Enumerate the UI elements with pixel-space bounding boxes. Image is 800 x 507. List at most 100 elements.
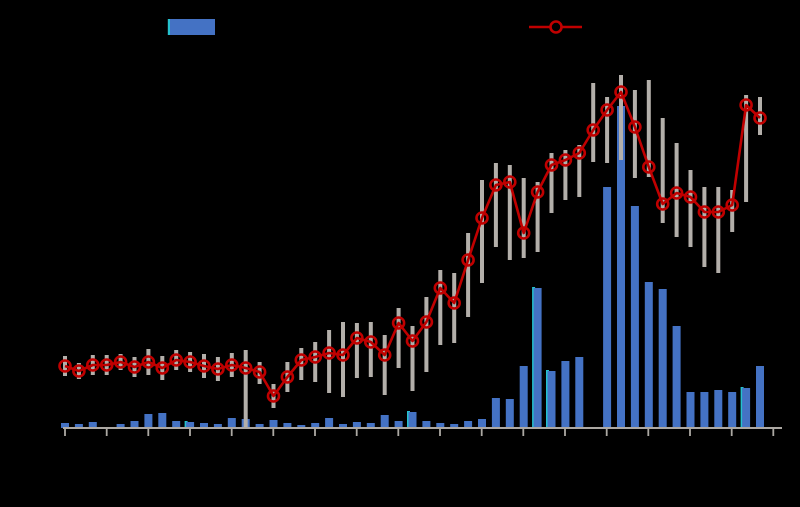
legend-group [167,19,582,35]
bar [88,422,97,428]
error-bar [744,95,749,202]
bar [436,423,445,428]
line-marker [489,178,503,192]
x-axis-tick [230,428,233,436]
line-marker [572,146,587,160]
line-marker [447,296,462,310]
line-marker [169,353,183,367]
bar [450,424,459,428]
bar [366,423,375,428]
bar [756,366,764,428]
line-marker [294,353,309,367]
bar [213,424,222,428]
legend-line-marker [549,20,563,34]
bar [561,361,570,428]
bar [491,398,500,428]
x-axis-tick [564,428,566,436]
x-axis-tick [647,428,650,436]
x-axis-tick [397,428,400,436]
error-bar [563,150,568,200]
error-bar [466,233,471,317]
line-marker [530,185,545,199]
line-marker [280,370,295,384]
line-marker [739,98,753,112]
line-marker [58,359,72,373]
bar [742,388,751,428]
x-axis-tick [147,428,150,436]
x-axis-tick [189,428,191,436]
line-marker [183,355,197,369]
line-marker [669,186,684,200]
x-axis-group [63,427,782,436]
line-marker [711,205,726,219]
line-marker [753,111,767,125]
bar [200,423,208,428]
bar [186,422,195,428]
bar [422,421,431,428]
error-bar [591,83,596,162]
line-marker [322,346,336,360]
line-marker [586,123,601,137]
line-marker [336,348,350,362]
error-bar [702,187,707,267]
bars-group [61,106,764,428]
error-bar [632,90,637,178]
x-axis-tick [605,428,608,436]
x-axis-tick [689,428,691,436]
bar [283,423,292,428]
bar [339,424,347,428]
error-bar [493,163,498,247]
bar [380,415,389,428]
bar [130,421,139,428]
line-marker [419,315,434,329]
line-marker [725,198,740,212]
error-bar [354,323,359,378]
line-marker [155,361,170,375]
bar [297,425,306,428]
bar [464,421,473,428]
x-axis-tick [355,428,358,436]
line-marker [433,281,448,295]
bar [227,418,236,428]
bar [547,371,556,428]
x-axis-tick [439,428,441,436]
x-axis-tick [480,428,483,436]
line-marker [697,205,712,219]
error-bar [327,330,332,393]
bar [672,326,681,428]
line-marker [600,103,614,117]
line-marker [502,175,517,189]
error-bar [577,145,582,197]
line-marker [614,85,628,99]
error-bars-group [63,75,762,428]
x-axis-tick [522,428,525,436]
markers-group [58,85,767,403]
line-marker [475,211,489,225]
x-axis-tick [772,428,775,436]
x-axis-line [63,427,782,429]
bar [144,414,153,428]
bar [394,421,403,428]
x-axis-tick [105,428,108,436]
line-marker [516,226,531,240]
line-marker [363,335,378,349]
error-bar [438,270,443,345]
error-bar [410,326,415,391]
line-marker [683,190,698,204]
line-marker [641,160,656,174]
bar [533,288,542,428]
error-bar [299,348,304,380]
bar [519,366,528,428]
error-bar [424,297,429,372]
bar [325,418,334,428]
error-bar [646,80,651,177]
line-marker [405,334,420,348]
bar [269,420,278,428]
x-axis-tick [314,428,316,436]
bar [116,424,125,428]
error-bar [619,75,623,160]
error-bar [368,322,373,377]
bar [172,421,181,428]
line-marker [197,359,211,373]
